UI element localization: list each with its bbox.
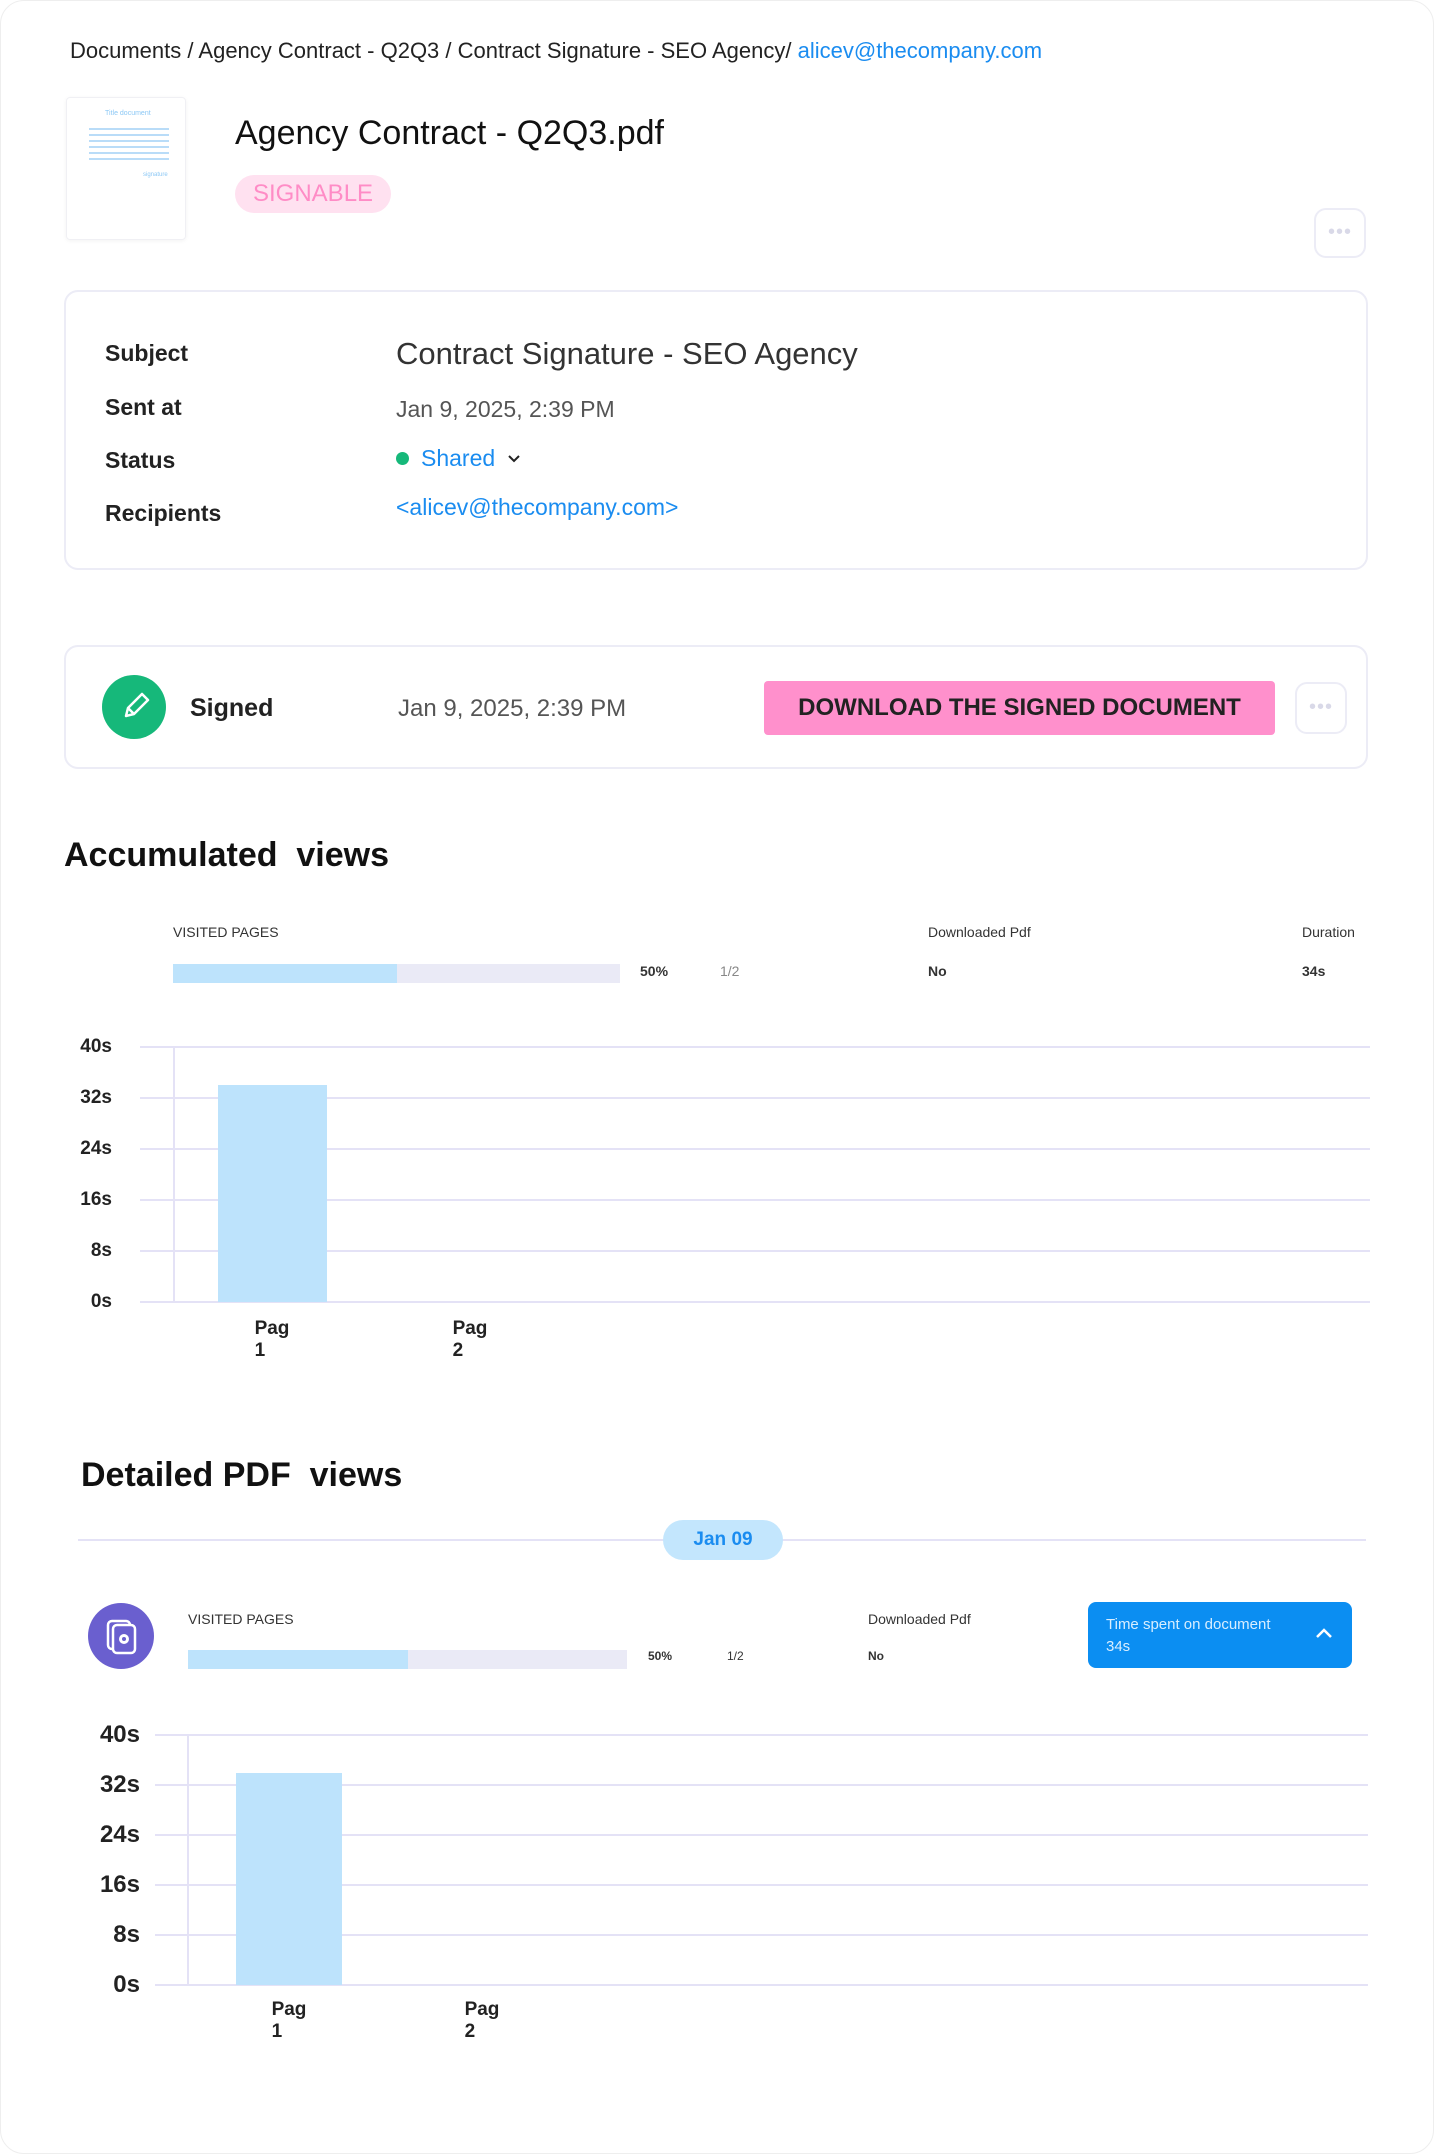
y-tick-label: 0s — [90, 1290, 112, 1312]
detailed-pdf-views-heading: Detailed PDF views — [81, 1456, 403, 1494]
y-tick-label: 24s — [99, 1820, 140, 1848]
x-tick-label: Pag 1 — [254, 1318, 290, 1361]
chevron-down-icon — [508, 454, 520, 462]
y-tick-label: 32s — [80, 1086, 112, 1108]
y-tick-label: 16s — [99, 1870, 140, 1898]
pencil-icon — [102, 675, 166, 739]
bar-pag-1[interactable] — [236, 1772, 342, 1985]
document-title: Agency Contract - Q2Q3.pdf — [235, 114, 664, 152]
y-tick-label: 16s — [80, 1188, 112, 1210]
breadcrumb-subject[interactable]: Contract Signature - SEO Agency — [457, 38, 786, 63]
time-spent-toggle[interactable]: Time spent on document 34s — [1088, 1602, 1352, 1668]
recipients-label: Recipients — [105, 500, 222, 526]
duration-value: 34s — [1302, 963, 1326, 979]
document-thumbnail[interactable]: Title document signature — [66, 97, 186, 240]
y-tick-label: 40s — [80, 1035, 112, 1057]
y-tick-label: 24s — [80, 1137, 112, 1159]
y-tick-label: 32s — [99, 1770, 140, 1798]
breadcrumb: Documents / Agency Contract - Q2Q3 / Con… — [70, 38, 1043, 63]
thumbnail-title: Title document — [105, 110, 151, 117]
recipients-value[interactable]: <alicev@thecompany.com> — [396, 494, 679, 520]
status-dot-icon — [396, 452, 409, 465]
y-tick-label: 0s — [113, 1970, 140, 1998]
document-more-button[interactable]: ••• — [1314, 208, 1366, 258]
detail-visited-pages-label: VISITED PAGES — [188, 1611, 294, 1627]
detail-visited-pages-progress — [188, 1650, 627, 1669]
gridline — [140, 1097, 1370, 1099]
detail-visited-percent: 50% — [648, 1649, 673, 1663]
y-axis — [187, 1735, 189, 1985]
breadcrumb-contract[interactable]: Agency Contract - Q2Q3 — [198, 38, 440, 63]
signable-badge: SIGNABLE — [235, 175, 392, 213]
visited-pages-label: VISITED PAGES — [173, 924, 279, 940]
thumbnail-signature: signature — [143, 172, 168, 178]
gridline — [155, 1734, 1368, 1736]
status-value: Shared — [421, 445, 496, 471]
visited-fraction: 1/2 — [720, 963, 740, 979]
time-spent-value: 34s — [1106, 1638, 1131, 1655]
gridline — [155, 1834, 1368, 1836]
x-tick-label: Pag 2 — [452, 1318, 488, 1361]
accumulated-views-heading: Accumulated views — [64, 836, 390, 874]
downloaded-pdf-label: Downloaded Pdf — [928, 924, 1031, 940]
gridline — [140, 1046, 1370, 1048]
detail-downloaded-pdf-label: Downloaded Pdf — [868, 1611, 971, 1627]
downloaded-pdf-value: No — [928, 963, 947, 979]
gridline — [140, 1148, 1370, 1150]
sent-at-label: Sent at — [105, 394, 182, 420]
x-tick-label: Pag 2 — [464, 1999, 500, 2042]
info-card: Subject Contract Signature - SEO Agency … — [64, 290, 1368, 570]
gridline — [140, 1199, 1370, 1201]
status-label: Status — [105, 447, 176, 473]
date-pill[interactable]: Jan 09 — [663, 1520, 783, 1560]
time-spent-label: Time spent on document — [1106, 1616, 1271, 1633]
bar-pag-1[interactable] — [217, 1085, 327, 1302]
y-tick-label: 8s — [113, 1920, 140, 1948]
gridline — [155, 1984, 1368, 1986]
detail-visited-fraction: 1/2 — [727, 1649, 744, 1663]
download-signed-document-button[interactable]: DOWNLOAD THE SIGNED DOCUMENT — [764, 681, 1275, 735]
subject-value: Contract Signature - SEO Agency — [396, 336, 858, 371]
signed-date: Jan 9, 2025, 2:39 PM — [398, 695, 627, 722]
visited-pages-progress — [173, 964, 620, 983]
gridline — [140, 1250, 1370, 1252]
status-dropdown[interactable]: Shared — [396, 445, 521, 472]
gridline — [140, 1301, 1370, 1303]
detail-downloaded-pdf-value: No — [868, 1649, 884, 1663]
visited-percent: 50% — [640, 963, 669, 979]
y-tick-label: 40s — [99, 1720, 140, 1748]
y-axis — [173, 1047, 175, 1302]
signed-label: Signed — [190, 694, 274, 722]
gridline — [155, 1784, 1368, 1786]
x-tick-label: Pag 1 — [271, 1999, 307, 2042]
gridline — [155, 1884, 1368, 1886]
y-tick-label: 8s — [90, 1239, 112, 1261]
breadcrumb-recipient[interactable]: alicev@thecompany.com — [797, 38, 1043, 63]
duration-label: Duration — [1302, 924, 1355, 940]
gridline — [155, 1934, 1368, 1936]
document-view-icon — [88, 1603, 154, 1669]
chevron-up-icon — [1316, 1628, 1332, 1638]
breadcrumb-documents[interactable]: Documents — [70, 38, 182, 63]
sent-at-value: Jan 9, 2025, 2:39 PM — [396, 396, 615, 422]
signed-more-button[interactable]: ••• — [1295, 682, 1347, 734]
subject-label: Subject — [105, 340, 189, 366]
